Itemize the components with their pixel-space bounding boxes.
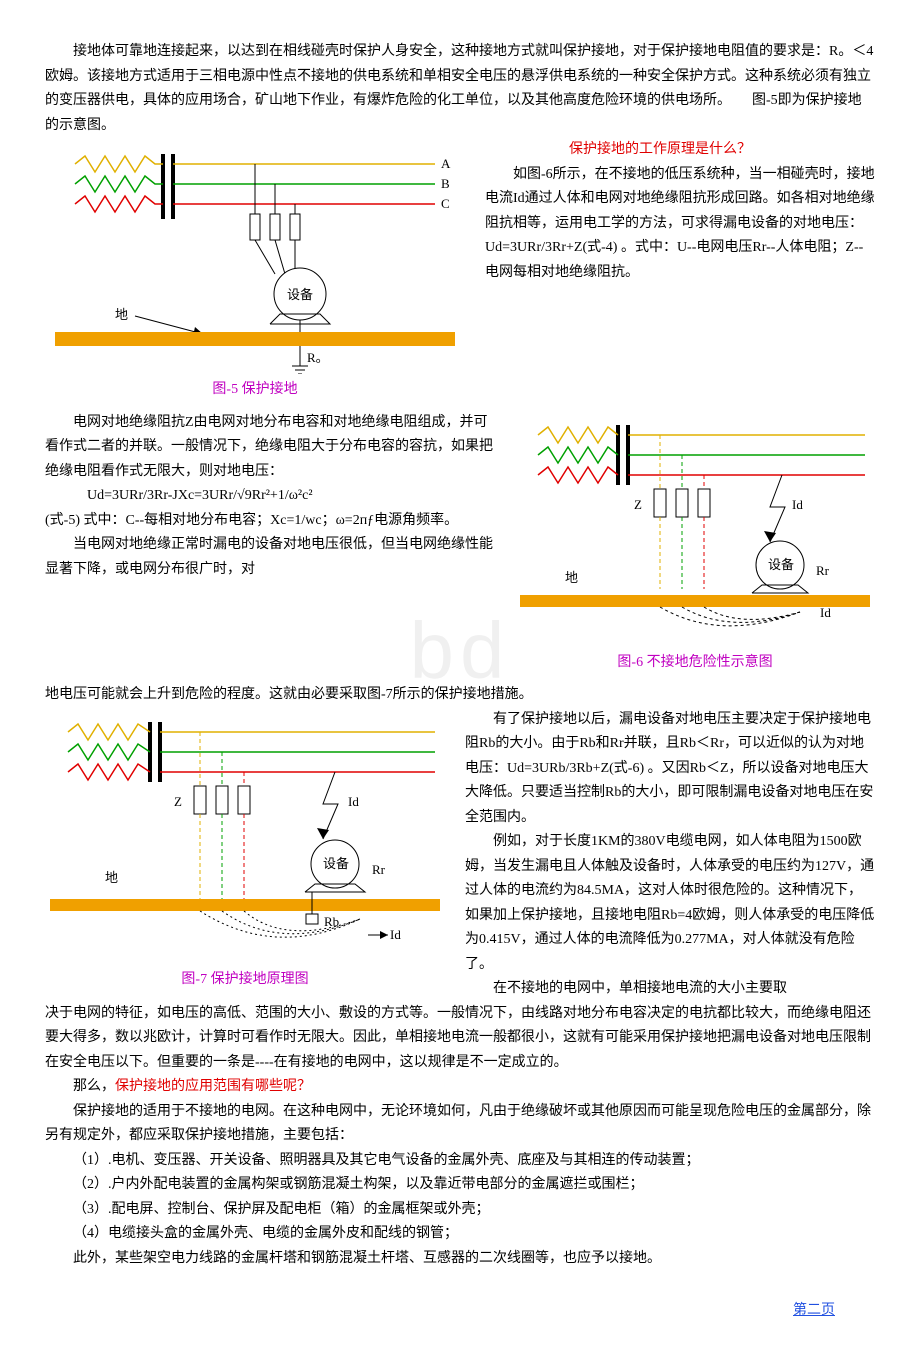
mid-para-3a: 当电网对地绝缘正常时漏电的设备对地电压很低，但当电网绝缘性能显著下降，或电网分布… xyxy=(45,533,495,582)
page-footer: 第二页 xyxy=(45,1299,875,1324)
svg-text:Z: Z xyxy=(634,497,642,512)
svg-text:R。: R。 xyxy=(307,350,329,365)
svg-text:A: A xyxy=(441,156,451,171)
svg-text:设备: 设备 xyxy=(768,557,794,572)
figure-7-caption: 图-7 保护接地原理图 xyxy=(45,968,445,993)
figure-6-caption: 图-6 不接地危险性示意图 xyxy=(515,651,875,676)
right-para-2-1: 有了保护接地以后，漏电设备对地电压主要决定于保护接地电阻Rb的大小。由于Rb和R… xyxy=(465,708,875,831)
scope-item-2: （2）.户内外配电装置的金属构架或钢筋混凝土构架，以及靠近带电部分的金属遮拦或围… xyxy=(45,1173,875,1198)
svg-text:Z: Z xyxy=(174,794,182,809)
figure-6-diagram: Z Id 设备 Rr 地 Id xyxy=(520,417,870,647)
svg-text:Rr: Rr xyxy=(816,563,830,578)
svg-text:Id: Id xyxy=(390,927,401,942)
mid-equation: Ud=3URr/3Rr-JXc=3URr/√9Rr²+1/ω²c² xyxy=(45,484,495,509)
svg-text:Id: Id xyxy=(792,497,803,512)
question-2-line: 那么，保护接地的应用范围有哪些呢？ xyxy=(45,1075,875,1100)
scope-item-4: （4）电缆接头盒的金属外壳、电缆的金属外皮和配线的钢管； xyxy=(45,1222,875,1247)
figure-5-diagram: A B C 设备 地 R。 xyxy=(55,144,455,374)
intro-paragraph: 接地体可靠地连接起来，以达到在相线碰壳时保护人身安全，这种接地方式就叫保护接地，… xyxy=(45,40,875,138)
mid-para-2: (式-5) 式中：C--每相对地分布电容；Xc=1/wc；ω=2пƒ电源角频率。 xyxy=(45,509,495,534)
right-para-2-3a: 在不接地的电网中，单相接地电流的大小主要取 xyxy=(465,977,875,1002)
right-para-1: 如图-6所示，在不接地的低压系统种，当一相碰壳时，接地电流Id通过人体和电网对地… xyxy=(485,163,875,286)
scope-item-1: （1）.电机、变压器、开关设备、照明器具及其它电气设备的金属外壳、底座及与其相连… xyxy=(45,1149,875,1174)
intro-text: 接地体可靠地连接起来，以达到在相线碰壳时保护人身安全，这种接地方式就叫保护接地，… xyxy=(45,44,873,108)
svg-text:地: 地 xyxy=(105,870,118,885)
svg-text:B: B xyxy=(441,176,450,191)
svg-text:设备: 设备 xyxy=(287,287,313,302)
mid-para-1: 电网对地绝缘阻抗Z由电网对地分布电容和对地绝缘电阻组成，并可看作式二者的并联。一… xyxy=(45,411,495,485)
figure-7-diagram: Z Id 设备 Rr 地 Rb Id xyxy=(50,714,440,964)
svg-text:Id: Id xyxy=(820,605,831,620)
svg-text:Id: Id xyxy=(348,794,359,809)
mid-para-3b: 地电压可能就会上升到危险的程度。这就由必要采取图-7所示的保护接地措施。 xyxy=(45,683,875,708)
scope-item-3: （3）.配电屏、控制台、保护屏及配电柜（箱）的金属框架或外壳； xyxy=(45,1198,875,1223)
svg-text:Rr: Rr xyxy=(372,862,386,877)
svg-text:设备: 设备 xyxy=(323,856,349,871)
svg-text:C: C xyxy=(441,196,450,211)
right-para-2-3b: 决于电网的特征，如电压的高低、范围的大小、敷设的方式等。一般情况下，由线路对地分… xyxy=(45,1002,875,1076)
question-1: 保护接地的工作原理是什么？ xyxy=(485,138,875,163)
right-para-2-2: 例如，对于长度1KM的380V电缆电网，如人体电阻为1500欧姆，当发生漏电且人… xyxy=(465,830,875,977)
svg-text:地: 地 xyxy=(115,307,128,322)
scope-intro: 保护接地的适用于不接地的电网。在这种电网中，无论环境如何，凡由于绝缘破坏或其他原… xyxy=(45,1100,875,1149)
figure-5-caption: 图-5 保护接地 xyxy=(45,378,465,403)
scope-outro: 此外，某些架空电力线路的金属杆塔和钢筋混凝土杆塔、互感器的二次线圈等，也应予以接… xyxy=(45,1247,875,1272)
svg-text:地: 地 xyxy=(565,570,578,585)
